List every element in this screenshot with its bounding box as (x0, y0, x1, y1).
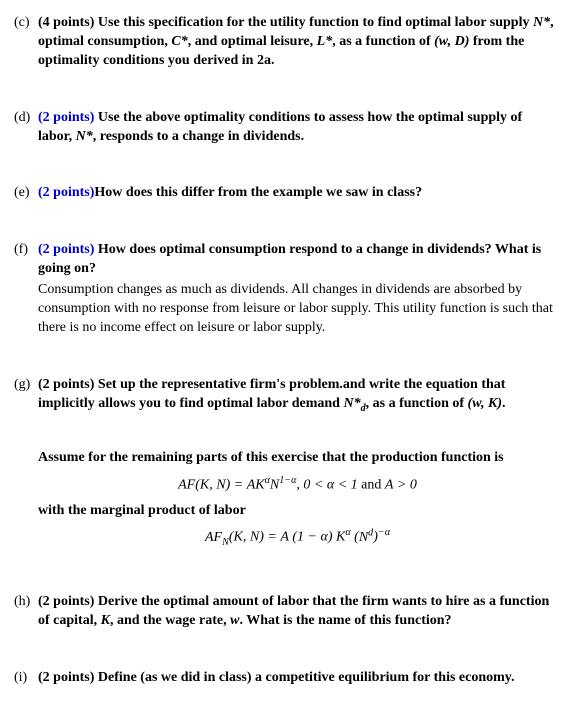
part-c-body: (4 points) Use this specification for th… (38, 14, 557, 71)
part-c-t4: , as a function of (332, 34, 434, 49)
part-i: (i) (2 points) Define (as we did in clas… (14, 669, 557, 688)
part-g-label: (g) (14, 376, 38, 556)
part-h-points: (2 points) (38, 594, 94, 609)
part-i-points: (2 points) (38, 670, 94, 685)
part-i-body: (2 points) Define (as we did in class) a… (38, 669, 557, 688)
part-e-points: (2 points) (38, 185, 94, 200)
part-d-t2: , responds to a change in dividends. (93, 129, 304, 144)
part-f-t1: How does optimal consumption respond to … (38, 242, 541, 276)
part-f-body: (2 points) How does optimal consumption … (38, 241, 557, 337)
part-g-args: (w, K) (468, 396, 502, 411)
part-f-points: (2 points) (38, 242, 94, 257)
part-f: (f) (2 points) How does optimal consumpt… (14, 241, 557, 337)
part-h-v1: K (101, 613, 110, 628)
part-e: (e) (2 points)How does this differ from … (14, 184, 557, 203)
part-h-t2: , and the wage rate, (110, 613, 230, 628)
part-d-points: (2 points) (38, 110, 94, 125)
part-g-assume: Assume for the remaining parts of this e… (38, 450, 504, 465)
part-c-t1: Use this specification for the utility f… (98, 15, 533, 30)
part-c-t3: , and optimal leisure, (188, 34, 317, 49)
part-g-marginal: with the marginal product of labor (38, 503, 246, 518)
part-h-label: (h) (14, 593, 38, 631)
part-g-t3: . (502, 396, 506, 411)
part-f-answer: Consumption changes as much as dividends… (38, 281, 557, 338)
part-c-points: (4 points) (38, 15, 94, 30)
part-g-eq2: AFN(K, N) = A (1 − α) Kα (Nd)−α (38, 526, 557, 549)
part-e-t1: How does this differ from the example we… (94, 185, 422, 200)
part-g-t2: , as a function of (366, 396, 468, 411)
part-c-args: (w, D) (434, 34, 469, 49)
part-e-body: (2 points)How does this differ from the … (38, 184, 557, 203)
part-d-label: (d) (14, 109, 38, 147)
part-g-v1: N* (343, 396, 360, 411)
part-f-label: (f) (14, 241, 38, 337)
part-c: (c) (4 points) Use this specification fo… (14, 14, 557, 71)
part-g: (g) (2 points) Set up the representative… (14, 376, 557, 556)
part-c-v2: C* (171, 34, 187, 49)
part-c-v3: L* (317, 34, 333, 49)
part-c-v1: N* (533, 15, 550, 30)
part-d-v1: N* (76, 129, 93, 144)
part-h-body: (2 points) Derive the optimal amount of … (38, 593, 557, 631)
part-d: (d) (2 points) Use the above optimality … (14, 109, 557, 147)
part-d-body: (2 points) Use the above optimality cond… (38, 109, 557, 147)
part-g-points: (2 points) (38, 377, 94, 392)
part-h-t3: . What is the name of this function? (239, 613, 451, 628)
part-i-label: (i) (14, 669, 38, 688)
part-c-label: (c) (14, 14, 38, 71)
part-g-body: (2 points) Set up the representative fir… (38, 376, 557, 556)
part-i-t1: Define (as we did in class) a competitiv… (94, 670, 514, 685)
part-h: (h) (2 points) Derive the optimal amount… (14, 593, 557, 631)
part-e-label: (e) (14, 184, 38, 203)
part-g-eq1: AF(K, N) = AKαN1−α, 0 < α < 1 and A > 0 (38, 474, 557, 496)
